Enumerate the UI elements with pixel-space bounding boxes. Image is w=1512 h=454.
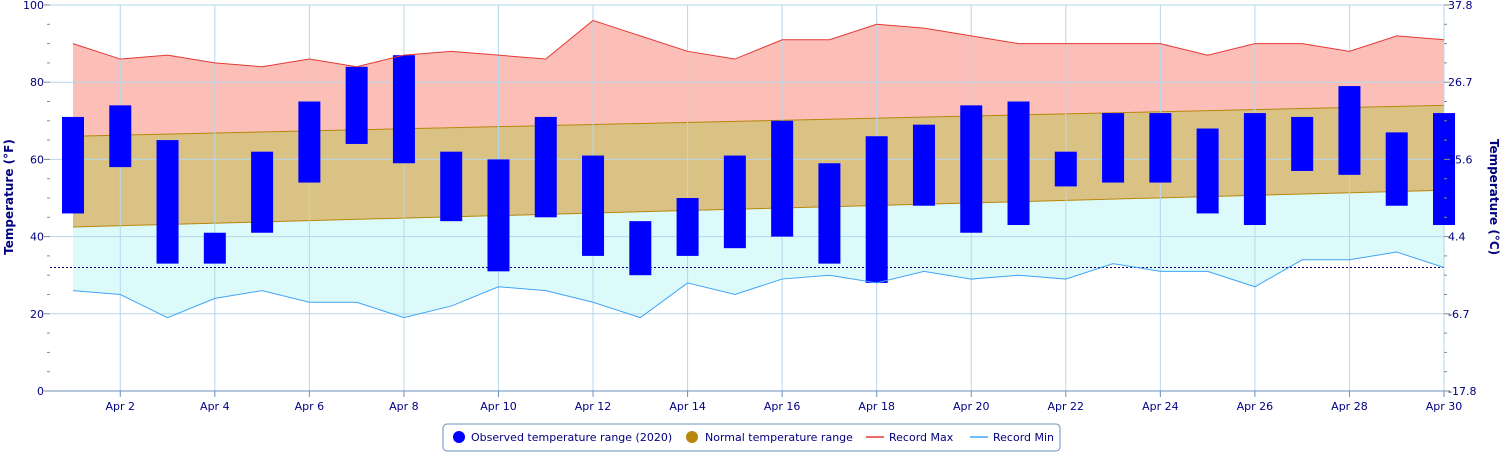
y2-axis-title: Temperature (°C) — [1487, 139, 1501, 255]
y2-tick-label: -6.7 — [1448, 308, 1469, 321]
observed-bar — [1243, 113, 1266, 226]
y2-tick-label: 26.7 — [1448, 76, 1473, 89]
observed-bar — [1196, 128, 1219, 214]
x-tick-label: Apr 20 — [953, 400, 990, 413]
observed-bar — [1102, 113, 1125, 183]
y-tick-label: 80 — [30, 76, 44, 89]
x-tick-label: Apr 24 — [1142, 400, 1179, 413]
observed-bar — [629, 221, 652, 276]
y-tick-label: 0 — [37, 385, 44, 398]
observed-bar — [912, 124, 935, 206]
y-tick-label: 20 — [30, 308, 44, 321]
y-tick-label: 40 — [30, 231, 44, 244]
observed-bar — [1291, 116, 1314, 171]
x-tick-label: Apr 8 — [389, 400, 419, 413]
record-min-area — [73, 190, 1444, 318]
y2-tick-label: 37.8 — [1448, 0, 1473, 12]
observed-bar — [345, 66, 368, 144]
axes: 0 -17.8 20 -6.7 40 4.4 60 15.6 80 26.7 100 37.8 Apr … — [23, 0, 1476, 413]
legend-item-normal[interactable]: Normal temperature range — [686, 431, 853, 444]
observed-bar — [392, 55, 415, 164]
observed-bar — [960, 105, 983, 233]
legend-item-record-min[interactable]: Record Min — [970, 431, 1054, 444]
plot-areas — [72, 20, 1445, 318]
legend-label-observed: Observed temperature range (2020) — [471, 431, 672, 444]
x-tick-label: Apr 18 — [858, 400, 895, 413]
observed-bar — [771, 120, 794, 237]
observed-bar — [1338, 86, 1361, 175]
legend-item-observed[interactable]: Observed temperature range (2020) — [453, 431, 672, 444]
legend-marker-observed — [453, 431, 465, 443]
observed-bar — [109, 105, 132, 168]
observed-bar — [1007, 101, 1030, 226]
observed-bar — [203, 232, 226, 264]
x-tick-label: Apr 10 — [480, 400, 517, 413]
y2-tick-label: -17.8 — [1448, 385, 1476, 398]
x-tick-label: Apr 12 — [575, 400, 612, 413]
x-tick-label: Apr 16 — [764, 400, 801, 413]
legend-label-normal: Normal temperature range — [705, 431, 853, 444]
observed-bar — [440, 151, 463, 222]
legend: Observed temperature range (2020) Normal… — [442, 423, 1061, 452]
record-max-line — [72, 19, 1445, 68]
x-tick-label: Apr 14 — [669, 400, 706, 413]
record-max-area — [73, 20, 1444, 137]
observed-bar — [865, 136, 888, 283]
observed-bar — [676, 198, 699, 256]
x-tick-label: Apr 28 — [1331, 400, 1368, 413]
x-tick-label: Apr 30 — [1426, 400, 1463, 413]
legend-label-record-min: Record Min — [993, 431, 1054, 444]
observed-bar — [62, 116, 84, 214]
legend-box — [442, 423, 1061, 452]
legend-label-record-max: Record Max — [889, 431, 954, 444]
y2-tick-label: 15.6 — [1448, 153, 1473, 166]
observed-bars — [62, 55, 1455, 283]
record-lines — [72, 19, 1445, 319]
x-tick-label: Apr 22 — [1048, 400, 1085, 413]
observed-bar — [298, 101, 321, 183]
y-tick-label: 60 — [30, 153, 44, 166]
observed-bar — [156, 140, 179, 264]
legend-marker-normal — [686, 431, 698, 443]
x-tick-label: Apr 6 — [295, 400, 325, 413]
observed-bar — [818, 163, 841, 264]
observed-bar — [582, 155, 605, 256]
x-tick-label: Apr 26 — [1237, 400, 1274, 413]
normal-range-area — [73, 105, 1444, 227]
legend-item-record-max[interactable]: Record Max — [866, 431, 954, 444]
observed-bar — [1433, 113, 1455, 226]
observed-bar — [1385, 132, 1408, 206]
y2-tick-label: 4.4 — [1448, 231, 1466, 244]
observed-bar — [1149, 113, 1172, 183]
observed-bar — [487, 159, 510, 272]
observed-bar — [1054, 151, 1077, 187]
x-tick-label: Apr 2 — [106, 400, 136, 413]
y-axis-title: Temperature (°F) — [2, 139, 16, 255]
observed-bar — [723, 155, 746, 249]
x-tick-label: Apr 4 — [200, 400, 230, 413]
observed-bar — [534, 116, 557, 218]
observed-bar — [251, 151, 274, 233]
record-min-line — [72, 251, 1445, 319]
y-tick-label: 100 — [23, 0, 44, 12]
